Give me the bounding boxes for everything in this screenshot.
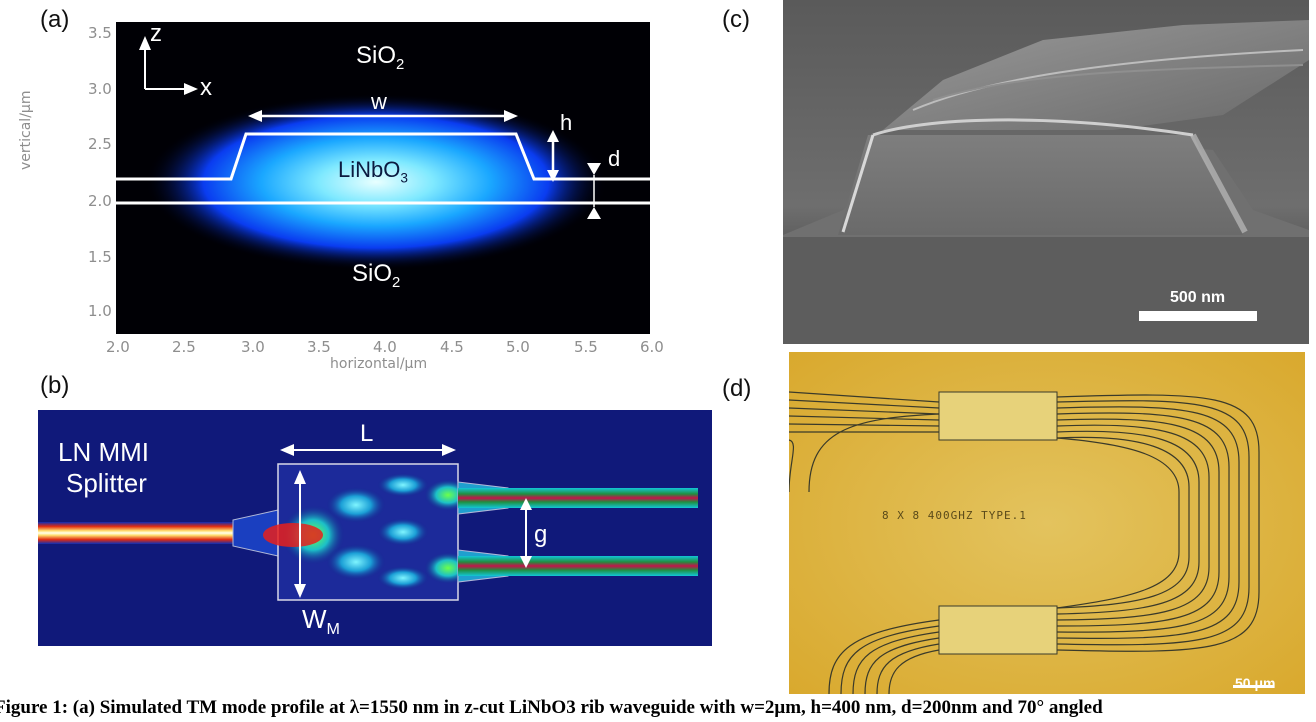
mmi-title-line2: Splitter <box>66 468 147 498</box>
panel-d-micrograph <box>789 352 1305 694</box>
panel-a-label: (a) <box>40 6 70 33</box>
panel-c-label: (c) <box>722 6 750 33</box>
ytick-label: 1.5 <box>88 248 112 266</box>
label-d: d <box>608 146 621 171</box>
sem-micrograph <box>783 0 1309 344</box>
ytick-label: 1.0 <box>88 302 112 320</box>
xlabel: horizontal/μm <box>330 356 428 372</box>
ytick-label: 2.0 <box>88 192 112 210</box>
axis-x-label: x <box>200 74 212 101</box>
xtick-label: 5.0 <box>506 338 530 356</box>
ytick-label: 3.5 <box>88 24 112 42</box>
top-sio2-label: SiO2 <box>356 42 405 73</box>
panel-a-mode-plot <box>116 22 650 334</box>
sem-scalebar-label: 500 nm <box>1170 289 1226 306</box>
axis-z-label: z <box>150 20 162 47</box>
optical-scalebar-label: 50 μm <box>1235 675 1276 691</box>
optical-scalebar <box>1233 685 1273 688</box>
mode-profile-image <box>116 22 650 334</box>
sem-scalebar <box>1139 311 1257 321</box>
ylabel: vertical/μm <box>18 90 34 170</box>
optical-micrograph <box>789 352 1305 694</box>
figure-caption: Figure 1: (a) Simulated TM mode profile … <box>0 697 1103 718</box>
ytick-label: 3.0 <box>88 80 112 98</box>
chip-engraved-text: 8 X 8 400GHZ TYPE.1 <box>882 509 1027 522</box>
xtick-label: 5.5 <box>574 338 598 356</box>
xtick-label: 6.0 <box>640 338 664 356</box>
label-h: h <box>560 110 573 135</box>
panel-d-label: (d) <box>722 375 752 402</box>
xtick-label: 4.5 <box>440 338 464 356</box>
xtick-label: 2.5 <box>172 338 196 356</box>
xtick-label: 2.0 <box>106 338 130 356</box>
xtick-label: 4.0 <box>373 338 397 356</box>
waveguide-array <box>789 391 1260 694</box>
xtick-label: 3.5 <box>307 338 331 356</box>
panel-b-mmi-plot <box>38 410 712 646</box>
panel-b-label: (b) <box>40 372 70 399</box>
label-WM: WM <box>302 604 340 639</box>
xtick-label: 3.0 <box>241 338 265 356</box>
label-L: L <box>360 420 374 447</box>
panel-c-sem-image <box>783 0 1309 344</box>
mmi-simulation-image <box>38 410 712 646</box>
core-linbo3-label: LiNbO3 <box>338 157 408 186</box>
bottom-sio2-label: SiO2 <box>352 260 401 291</box>
ytick-label: 2.5 <box>88 135 112 153</box>
label-g: g <box>534 521 548 548</box>
label-w: w <box>371 89 387 114</box>
mmi-title-line1: LN MMI <box>58 437 149 467</box>
